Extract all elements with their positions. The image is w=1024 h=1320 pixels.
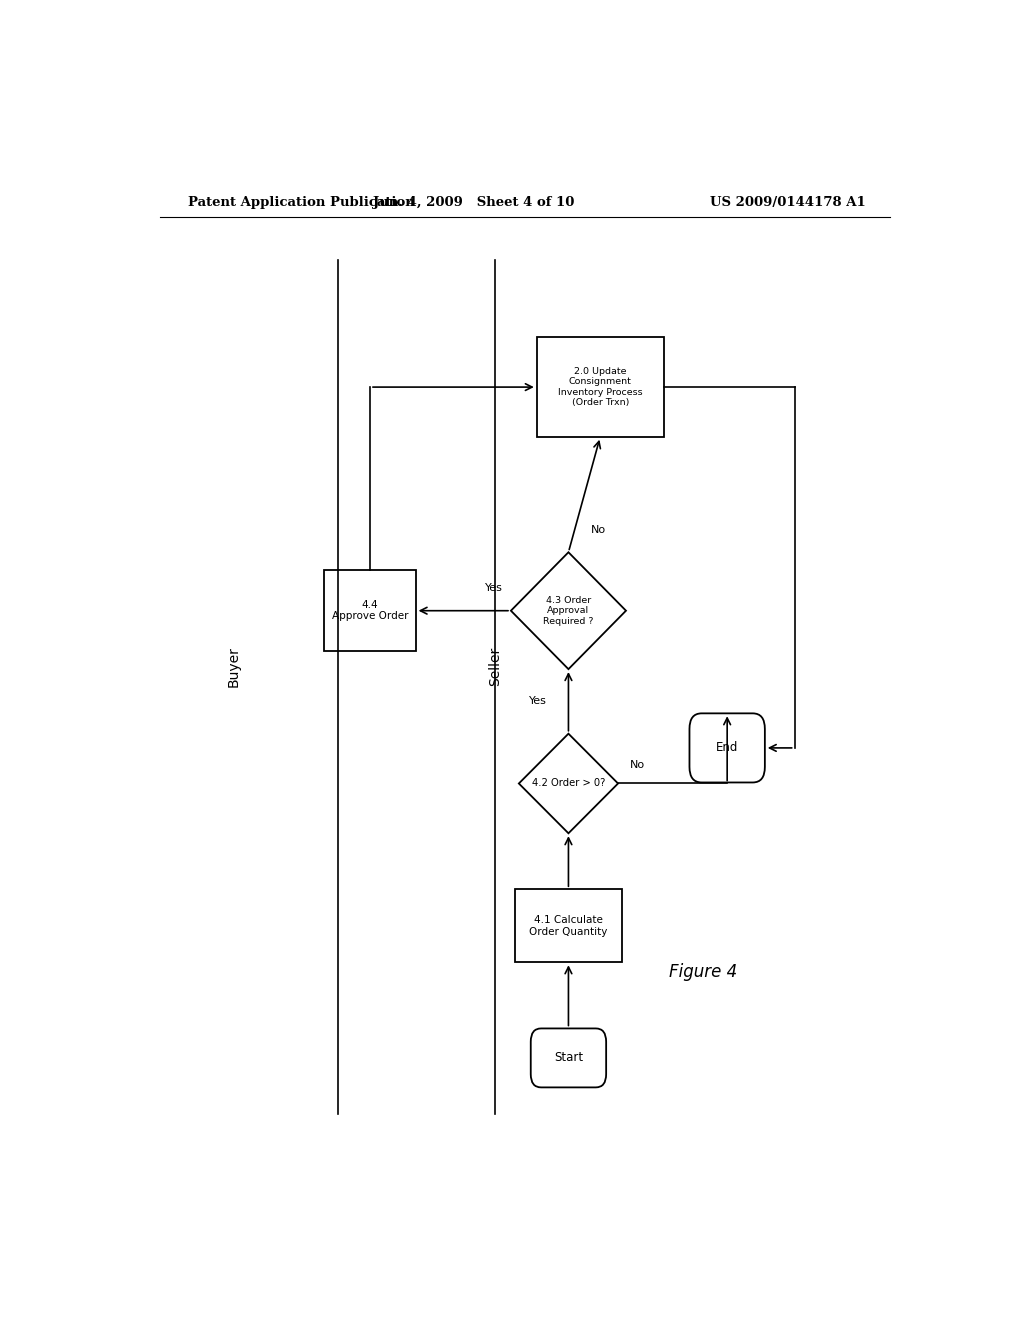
Text: Figure 4: Figure 4	[670, 962, 737, 981]
FancyBboxPatch shape	[325, 570, 416, 651]
Text: Yes: Yes	[484, 583, 503, 593]
Text: End: End	[716, 742, 738, 755]
Text: US 2009/0144178 A1: US 2009/0144178 A1	[711, 195, 866, 209]
FancyBboxPatch shape	[689, 713, 765, 783]
FancyBboxPatch shape	[537, 338, 664, 437]
Text: Yes: Yes	[529, 697, 547, 706]
Text: 4.3 Order
Approval
Required ?: 4.3 Order Approval Required ?	[543, 595, 594, 626]
Text: 4.2 Order > 0?: 4.2 Order > 0?	[531, 779, 605, 788]
Text: 2.0 Update
Consignment
Inventory Process
(Order Trxn): 2.0 Update Consignment Inventory Process…	[558, 367, 642, 407]
Text: 4.1 Calculate
Order Quantity: 4.1 Calculate Order Quantity	[529, 915, 607, 937]
Text: Seller: Seller	[487, 647, 502, 686]
Text: Patent Application Publication: Patent Application Publication	[187, 195, 415, 209]
Text: Start: Start	[554, 1052, 583, 1064]
Text: 4.4
Approve Order: 4.4 Approve Order	[332, 599, 409, 622]
Text: Jun. 4, 2009   Sheet 4 of 10: Jun. 4, 2009 Sheet 4 of 10	[373, 195, 573, 209]
Text: No: No	[591, 525, 606, 535]
Text: Buyer: Buyer	[226, 647, 241, 686]
Polygon shape	[511, 552, 626, 669]
Polygon shape	[519, 734, 618, 833]
FancyBboxPatch shape	[515, 890, 622, 962]
FancyBboxPatch shape	[530, 1028, 606, 1088]
Text: No: No	[631, 760, 645, 770]
